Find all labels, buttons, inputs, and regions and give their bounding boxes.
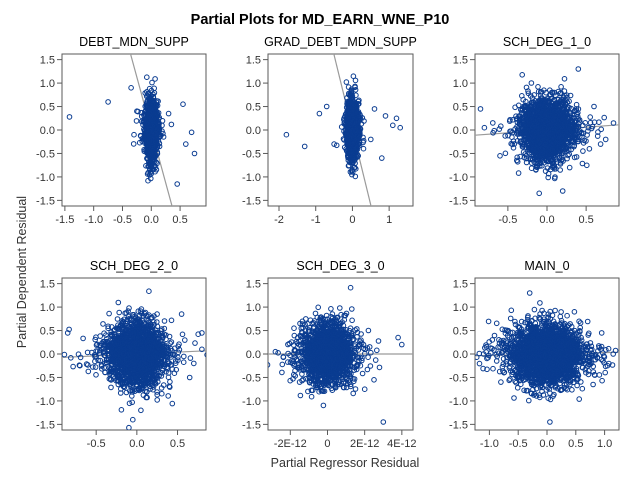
x-tick-label: -0.5 [113,214,132,226]
x-tick-label: 0 [349,214,355,226]
y-tick-label: -1.0 [36,172,55,184]
x-tick-label: 0.0 [129,438,144,450]
panel-title: GRAD_DEBT_MDN_SUPP [264,35,417,49]
panel-frame [62,54,206,206]
y-tick-label: -1.5 [36,195,55,207]
x-tick-label: 1 [386,214,392,226]
y-tick-label: -0.5 [242,148,261,160]
x-tick-label: -1.0 [84,214,103,226]
x-tick-label: 0.5 [170,438,185,450]
panel-frame [268,54,413,206]
y-tick-label: 1.5 [40,55,55,67]
y-tick-label: -0.5 [36,372,55,384]
x-tick-label: -1 [311,214,321,226]
x-tick-label: -1.5 [55,214,74,226]
y-tick-label: 1.0 [246,78,261,90]
y-tick-label: -1.5 [449,195,468,207]
x-axis-label: Partial Regressor Residual [271,456,420,470]
y-tick-label: -1.0 [242,172,261,184]
x-tick-label: -2 [274,214,284,226]
x-tick-label: 0.5 [172,214,187,226]
y-tick-label: -0.5 [449,148,468,160]
x-tick-label: -0.5 [498,214,517,226]
y-tick-label: 0.5 [246,102,261,114]
y-tick-label: 1.0 [453,78,468,90]
x-tick-label: 0.5 [578,214,593,226]
panel-title: DEBT_MDN_SUPP [79,35,189,49]
y-tick-label: 0.0 [40,125,55,137]
y-tick-label: 1.0 [40,302,55,314]
y-axis-label: Partial Dependent Residual [15,196,29,348]
y-tick-label: -1.0 [449,172,468,184]
y-tick-label: -1.5 [242,195,261,207]
panel-title: SCH_DEG_1_0 [503,35,591,49]
y-tick-label: 1.5 [40,279,55,291]
y-tick-label: 1.0 [40,78,55,90]
y-tick-label: -0.5 [36,148,55,160]
y-tick-label: 0.5 [40,102,55,114]
y-tick-label: 0.0 [246,125,261,137]
y-tick-label: 0.0 [453,125,468,137]
x-tick-label: 0.0 [144,214,159,226]
y-tick-label: -1.0 [36,396,55,408]
chart-title: Partial Plots for MD_EARN_WNE_P10 [191,12,450,28]
y-tick-label: 0.5 [40,326,55,338]
panel-title: SCH_DEG_2_0 [90,259,178,273]
x-tick-label: -0.5 [87,438,106,450]
y-tick-label: -1.5 [36,419,55,431]
y-tick-label: 1.5 [453,55,468,67]
y-tick-label: 0.0 [40,349,55,361]
panel-4: SCH_DEG_2_0 -0.5 0.0 0.5 -1.5 -1.0 -0.5 0.0 0.5 1… [36,259,209,450]
y-tick-label: 0.5 [453,102,468,114]
y-tick-label: 1.5 [246,55,261,67]
panel-3: SCH_DEG_1_0 -0.5 0.0 0.5 -1.5 -1.0 -0.5 0.0 0.5 1… [449,35,619,226]
x-tick-label: 0.0 [539,214,554,226]
